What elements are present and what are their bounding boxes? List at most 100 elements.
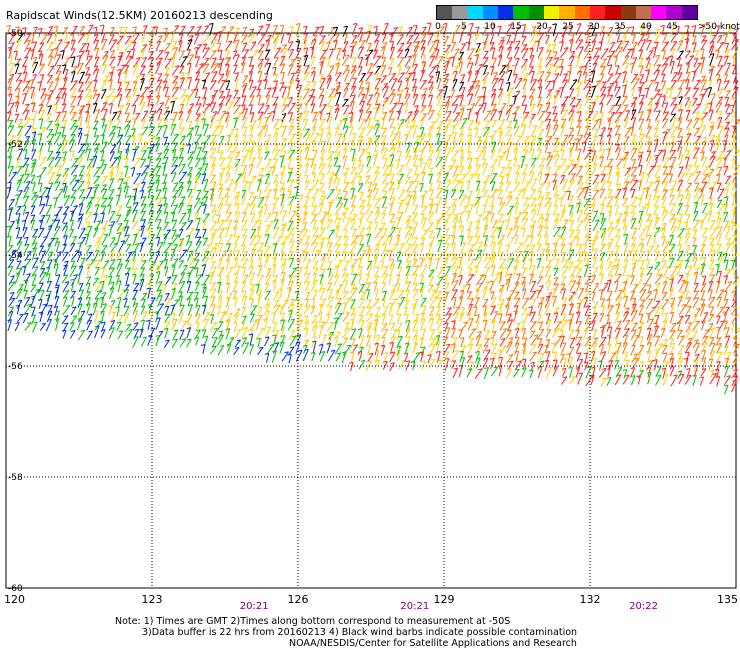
wind-barb [132, 336, 139, 348]
wind-barb [16, 260, 22, 270]
wind-barb-flag [58, 39, 63, 42]
wind-barb [210, 33, 218, 44]
wind-barb [101, 164, 107, 175]
wind-barb [187, 258, 196, 269]
wind-barb [77, 217, 83, 230]
wind-barb-flag [87, 319, 92, 322]
wind-barb-flag [10, 297, 16, 300]
wind-barb [271, 166, 276, 176]
wind-barb [132, 88, 138, 98]
wind-barb [272, 312, 276, 323]
wind-barb [233, 32, 238, 44]
wind-barb [219, 228, 225, 237]
wind-barb-flag [25, 140, 30, 143]
wind-barb-flag [117, 150, 123, 153]
wind-barb [78, 143, 85, 154]
wind-barb-flag [63, 315, 69, 318]
wind-barb [217, 219, 225, 231]
wind-barb-flag [103, 274, 108, 277]
wind-barb-flag [157, 118, 162, 121]
wind-barb [194, 141, 199, 153]
wind-barb-flag [242, 134, 247, 137]
wind-barb-flag [188, 188, 193, 191]
wind-barb [16, 284, 24, 294]
wind-barb-flag [163, 118, 168, 121]
wind-barb-flag [256, 144, 261, 147]
wind-barb-flag [243, 274, 249, 277]
wind-barb [40, 93, 48, 106]
wind-barb-flag [197, 26, 202, 28]
wind-barb [38, 28, 43, 38]
wind-barb-flag [206, 244, 211, 246]
wind-barb-flag [134, 335, 139, 338]
wind-barb [217, 214, 221, 224]
wind-barb-flag [8, 77, 13, 80]
wind-barb-flag [209, 116, 215, 119]
wind-barb-flag [280, 319, 285, 322]
wind-barb-flag [246, 181, 252, 184]
wind-barb [279, 288, 283, 299]
wind-barb-flag [19, 313, 24, 316]
wind-barb-flag [125, 143, 130, 146]
wind-barb [178, 163, 186, 175]
wind-barb [234, 162, 239, 175]
wind-barb [281, 86, 287, 98]
wind-barb [94, 204, 100, 216]
wind-barb-flag [135, 75, 140, 78]
wind-barb-flag [257, 117, 262, 120]
wind-barb [110, 252, 114, 262]
wind-barb-flag [186, 48, 191, 51]
wind-barb-flag [224, 227, 229, 230]
wind-barb [202, 118, 206, 129]
wind-barb-flag [62, 213, 67, 215]
wind-barb-flag [216, 306, 221, 308]
wind-barb-flag [199, 63, 204, 66]
wind-barb [250, 305, 258, 315]
wind-barb-flag [14, 63, 20, 66]
wind-barb-flag [37, 150, 42, 153]
wind-barb [132, 273, 137, 285]
wind-barb-flag [117, 110, 122, 113]
wind-barb [240, 34, 248, 44]
wind-barb [8, 166, 14, 177]
wind-barb [279, 341, 285, 354]
wind-barb-flag [72, 87, 77, 90]
wind-barb [272, 264, 277, 277]
wind-barb [61, 243, 67, 254]
wind-barb [217, 290, 223, 302]
wind-barb [39, 267, 46, 278]
wind-barb [15, 134, 22, 145]
wind-barb [100, 329, 106, 339]
wind-barb [186, 127, 195, 138]
wind-barb [218, 90, 225, 100]
wind-barb [241, 306, 247, 316]
wind-barb [30, 175, 36, 184]
wind-barb-flag [48, 182, 54, 185]
wind-barb [163, 174, 168, 185]
wind-barb-flag [178, 228, 184, 231]
wind-barb [148, 126, 155, 137]
wind-barb-flag [32, 273, 37, 276]
wind-barb-flag [10, 33, 15, 36]
wind-barb [93, 147, 99, 160]
wind-barb [240, 219, 248, 232]
wind-barb-flag [206, 103, 211, 106]
wind-barb-flag [178, 118, 183, 121]
wind-barb [163, 233, 168, 246]
wind-barb-flag [65, 195, 70, 198]
wind-barb-flag [204, 25, 209, 28]
wind-barb-flag [226, 165, 232, 168]
wind-barb [132, 233, 138, 247]
wind-barb-flag [272, 188, 277, 191]
wind-barb [280, 32, 285, 44]
wind-barb-flag [242, 228, 248, 231]
wind-barb-flag [252, 175, 257, 178]
wind-barb [241, 327, 249, 339]
wind-barb [132, 32, 140, 44]
wind-barb-flag [230, 128, 235, 131]
wind-barb-flag [147, 227, 152, 230]
wind-barb-flag [81, 236, 86, 239]
wind-barb-flag [157, 197, 162, 200]
wind-barb-flag [172, 195, 177, 198]
wind-barb-flag [203, 237, 208, 240]
